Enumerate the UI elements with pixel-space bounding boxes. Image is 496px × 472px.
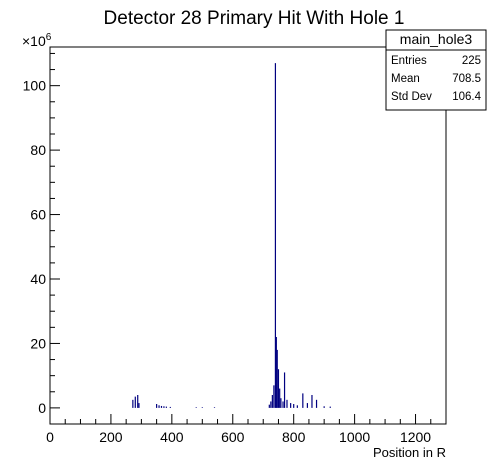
y-tick-label: 80 [30,142,46,158]
x-tick-label: 400 [160,429,184,445]
x-axis: 0 200 400 600 800 1000 1200 [46,414,447,445]
stats-stddev-value: 106.4 [452,91,481,103]
y-tick-label: 60 [30,207,46,223]
x-tick-label: 200 [99,429,123,445]
stats-box-title: main_hole3 [400,31,473,47]
x-tick-label: 1000 [339,429,370,445]
y-tick-label: 40 [30,271,46,287]
y-tick-label: 100 [23,78,47,94]
stats-entries-label: Entries [391,55,427,67]
x-tick-label: 1200 [400,429,431,445]
y-multiplier: ×106 [22,32,52,49]
x-tick-label: 600 [221,429,245,445]
x-axis-label: Position in R [373,445,446,460]
stats-entries-value: 225 [462,55,481,67]
stats-mean-value: 708.5 [452,73,481,85]
x-tick-label: 800 [282,429,306,445]
chart-title: Detector 28 Primary Hit With Hole 1 [104,8,405,29]
stats-box: main_hole3 Entries 225 Mean 708.5 Std De… [385,29,487,111]
x-tick-label: 0 [46,429,54,445]
y-axis: 0 20 40 60 80 100 [23,52,60,416]
stats-stddev-label: Std Dev [391,91,432,103]
y-tick-label: 20 [30,335,46,351]
y-tick-label: 0 [38,400,46,416]
histogram-bins [132,63,331,408]
stats-mean-label: Mean [391,73,420,85]
